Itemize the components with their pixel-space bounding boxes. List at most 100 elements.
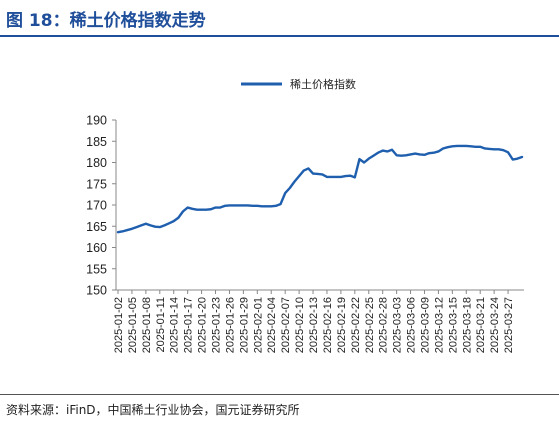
data-point <box>395 154 398 157</box>
data-point <box>247 204 249 207</box>
data-point <box>163 224 166 227</box>
y-tick-label: 160 <box>86 241 107 255</box>
data-point <box>358 158 361 160</box>
data-point <box>145 222 147 225</box>
data-point <box>284 192 286 194</box>
y-tick-label: 180 <box>86 156 107 170</box>
data-point <box>484 147 486 150</box>
x-ticks: 2025-01-02 2025-01-05 2025-01-08 2025-01-11… <box>113 290 515 353</box>
data-point <box>493 148 495 151</box>
data-point <box>158 226 161 228</box>
x-tick-label: 2025-02-22 <box>350 297 362 353</box>
data-point <box>446 146 449 148</box>
x-tick-label: 2025-02-16 <box>322 297 334 353</box>
data-point <box>270 205 273 208</box>
data-point <box>302 169 305 172</box>
data-point <box>186 206 189 209</box>
x-tick-label: 2025-03-24 <box>489 297 501 353</box>
data-point <box>414 152 417 155</box>
data-point <box>293 180 296 183</box>
x-tick-label: 2025-01-14 <box>169 297 181 353</box>
data-point <box>386 150 389 153</box>
x-tick-label: 2025-02-07 <box>280 297 292 353</box>
data-point <box>497 148 500 151</box>
source-note: 资料来源：iFinD，中国稀土行业协会，国元证券研究所 <box>6 403 300 417</box>
x-tick-label: 2025-01-17 <box>183 297 195 353</box>
data-point <box>330 176 333 178</box>
data-point <box>256 205 259 207</box>
x-tick-label: 2025-03-12 <box>433 297 445 353</box>
data-point <box>214 206 217 209</box>
y-tick-label: 150 <box>86 284 107 298</box>
x-tick-label: 2025-03-15 <box>447 297 459 353</box>
data-point <box>121 230 124 233</box>
data-point <box>340 176 342 178</box>
data-point <box>275 205 277 207</box>
data-point <box>502 149 505 151</box>
data-point <box>131 228 133 230</box>
legend-label: 稀土价格指数 <box>290 77 356 91</box>
data-point <box>205 208 208 211</box>
data-point <box>168 222 170 225</box>
data-point <box>381 149 384 152</box>
data-point <box>335 176 338 178</box>
y-tick-label: 165 <box>86 220 107 234</box>
x-tick-label: 2025-02-13 <box>308 297 320 353</box>
data-point <box>409 153 412 156</box>
data-point <box>451 145 454 148</box>
data-point <box>367 157 370 160</box>
data-point <box>479 145 482 148</box>
x-tick-label: 2025-01-20 <box>197 297 209 353</box>
data-point <box>326 176 328 178</box>
data-point <box>279 203 282 205</box>
data-point <box>237 204 240 207</box>
x-tick-label: 2025-01-11 <box>155 297 167 352</box>
data-point <box>391 148 393 151</box>
data-point <box>172 220 175 222</box>
data-point <box>344 175 347 177</box>
x-tick-label: 2025-02-01 <box>252 297 264 353</box>
data-point <box>265 205 268 208</box>
data-point <box>442 147 444 150</box>
data-point <box>507 151 509 154</box>
data-point <box>465 145 468 147</box>
data-point <box>140 224 143 227</box>
series-line <box>116 144 524 234</box>
data-point <box>242 204 245 207</box>
data-point <box>474 145 477 148</box>
data-point <box>321 173 324 176</box>
y-tick-label: 190 <box>86 114 107 128</box>
data-point <box>349 174 351 177</box>
x-tick-label: 2025-01-08 <box>141 297 153 353</box>
y-tick-label: 155 <box>86 262 107 276</box>
x-tick-label: 2025-03-27 <box>503 297 515 353</box>
x-tick-label: 2025-01-02 <box>113 297 125 353</box>
x-tick-label: 2025-03-18 <box>461 297 473 353</box>
data-point <box>437 150 440 153</box>
data-point <box>219 206 221 209</box>
data-point <box>289 187 291 189</box>
data-point <box>154 225 156 228</box>
data-point <box>182 210 184 213</box>
x-tick-label: 2025-02-04 <box>266 297 278 353</box>
data-point <box>210 208 212 211</box>
x-tick-label: 2025-01-05 <box>127 297 139 353</box>
x-tick-label: 2025-03-06 <box>406 297 418 353</box>
data-point <box>126 229 129 231</box>
y-ticks: 150 155 160 165 170 175 180 185 190 <box>86 114 116 298</box>
data-point <box>488 148 491 150</box>
x-tick-label: 2025-02-25 <box>364 297 376 353</box>
data-point <box>200 208 203 211</box>
data-point <box>428 152 430 154</box>
data-point <box>460 145 463 147</box>
data-point <box>233 204 235 207</box>
data-point <box>316 173 319 175</box>
x-tick-label: 2025-03-09 <box>419 297 431 353</box>
data-point <box>228 204 231 207</box>
footer-rule <box>0 394 559 395</box>
figure-title: 图 18：稀土价格指数走势 <box>6 11 206 31</box>
x-tick-label: 2025-03-03 <box>392 297 404 353</box>
data-point <box>405 154 407 157</box>
data-point <box>432 151 435 154</box>
